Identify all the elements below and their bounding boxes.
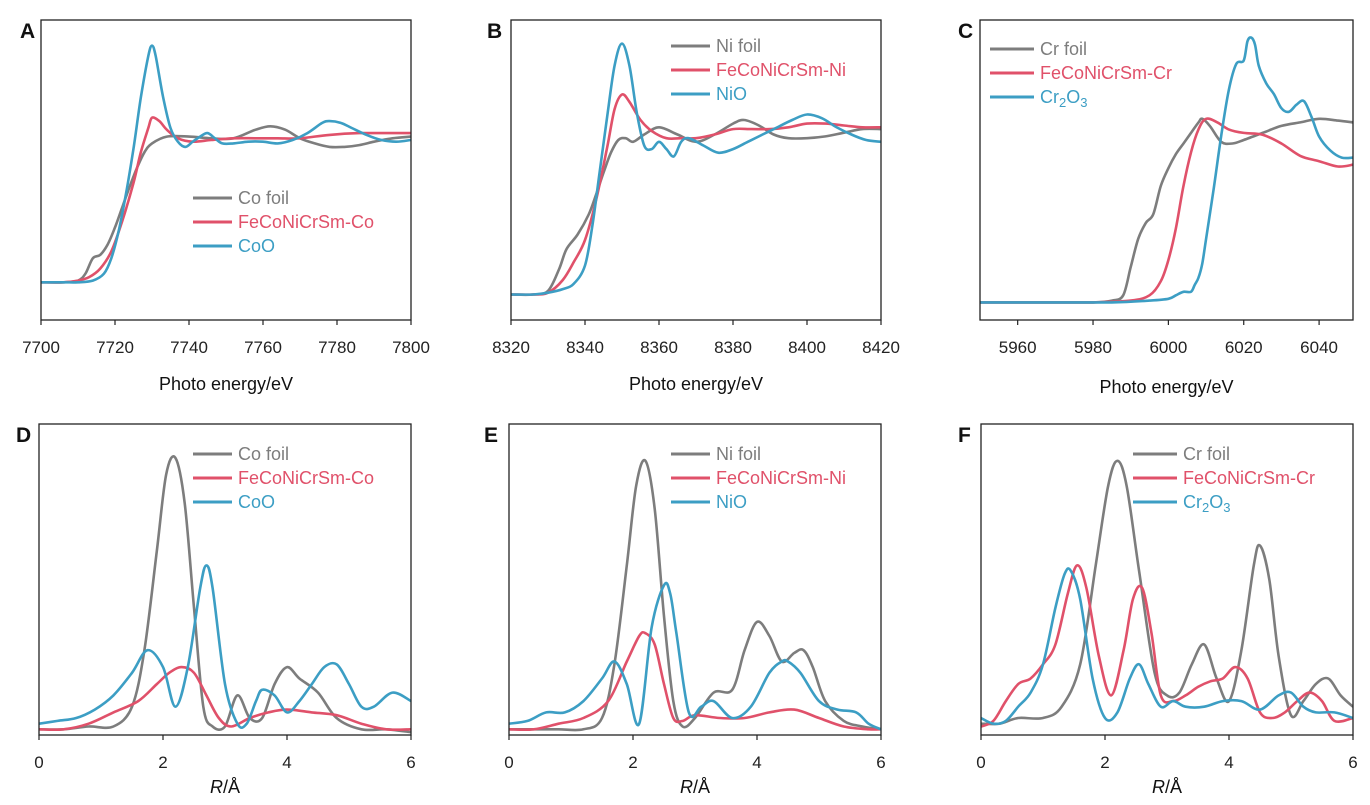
x-tick-label: 6 xyxy=(406,753,415,772)
x-tick-label: 4 xyxy=(752,753,761,772)
legend-entry: FeCoNiCrSm-Co xyxy=(238,468,374,488)
legend-entry: Cr2O3 xyxy=(1183,492,1230,515)
x-tick-label: 8420 xyxy=(862,338,900,357)
legend: Cr foil FeCoNiCrSm-Cr Cr2O3 xyxy=(990,39,1172,110)
panel-label: E xyxy=(484,424,498,447)
panel-e: 0 2 4 6 R/Å E Ni foil FeCoNiCrSm-Ni NiO xyxy=(484,423,886,797)
series-line-foil xyxy=(41,125,411,284)
x-tick-label: 8340 xyxy=(566,338,604,357)
x-tick-label: 4 xyxy=(282,753,291,772)
x-tick-label: 8360 xyxy=(640,338,678,357)
legend: Co foil FeCoNiCrSm-Co CoO xyxy=(193,188,374,256)
x-tick-label: 5980 xyxy=(1074,338,1112,357)
legend: Ni foil FeCoNiCrSm-Ni NiO xyxy=(671,444,846,512)
legend-entry: Cr foil xyxy=(1183,444,1230,464)
series-line-alloy xyxy=(509,630,881,732)
legend-entry: FeCoNiCrSm-Cr xyxy=(1040,63,1172,83)
x-tick-label: 8320 xyxy=(492,338,530,357)
x-tick-label: 2 xyxy=(1100,753,1109,772)
legend-entry: NiO xyxy=(716,84,747,104)
x-tick-label: 6 xyxy=(1348,753,1357,772)
x-tick-label: 0 xyxy=(34,753,43,772)
legend-entry: NiO xyxy=(716,492,747,512)
x-tick-label: 7800 xyxy=(392,338,430,357)
x-axis-label: Photo energy/eV xyxy=(159,374,293,394)
x-tick-label: 6040 xyxy=(1300,338,1338,357)
legend-entry: CoO xyxy=(238,492,275,512)
series-line-alloy xyxy=(41,116,411,284)
x-tick-label: 6020 xyxy=(1225,338,1263,357)
x-axis-label: R/Å xyxy=(210,777,240,797)
legend-entry: Co foil xyxy=(238,444,289,464)
legend-entry: Cr foil xyxy=(1040,39,1087,59)
legend: Cr foil FeCoNiCrSm-Cr Cr2O3 xyxy=(1133,444,1315,515)
series-line-alloy xyxy=(980,117,1353,304)
x-tick-label: 8380 xyxy=(714,338,752,357)
x-axis-label: R/Å xyxy=(1152,777,1182,797)
x-axis-label: R/Å xyxy=(680,777,710,797)
legend: Co foil FeCoNiCrSm-Co CoO xyxy=(193,444,374,512)
panel-label: C xyxy=(958,20,973,43)
x-tick-label: 2 xyxy=(158,753,167,772)
legend-entry: Co foil xyxy=(238,188,289,208)
legend-entry: FeCoNiCrSm-Ni xyxy=(716,468,846,488)
panel-label: D xyxy=(16,424,31,447)
x-tick-label: 7760 xyxy=(244,338,282,357)
series-line-oxide xyxy=(980,36,1353,304)
x-tick-label: 7740 xyxy=(170,338,208,357)
series-line-foil xyxy=(511,118,881,297)
plot-frame xyxy=(38,423,412,736)
x-tick-label: 6000 xyxy=(1149,338,1187,357)
legend-entry: Ni foil xyxy=(716,444,761,464)
x-tick-label: 7700 xyxy=(22,338,60,357)
x-axis-label: Photo energy/eV xyxy=(1099,377,1233,397)
panel-label: B xyxy=(487,20,502,43)
x-tick-label: 4 xyxy=(1224,753,1233,772)
plot-frame xyxy=(510,19,882,321)
panel-label: A xyxy=(20,20,35,43)
series-line-foil xyxy=(981,459,1353,726)
x-tick-label: 7720 xyxy=(96,338,134,357)
x-tick-label: 7780 xyxy=(318,338,356,357)
series-line-alloy xyxy=(511,93,881,296)
panel-c: 5960 5980 6000 6020 6040 Photo energy/eV C Cr f… xyxy=(958,19,1354,397)
series-line-foil xyxy=(980,117,1353,304)
legend: Ni foil FeCoNiCrSm-Ni NiO xyxy=(671,36,846,104)
plot-frame xyxy=(980,423,1354,736)
legend-entry: Cr2O3 xyxy=(1040,87,1087,110)
plot-frame xyxy=(40,19,412,321)
legend-entry: CoO xyxy=(238,236,275,256)
series-line-oxide xyxy=(39,564,411,729)
panel-b: 8320 8340 8360 8380 8400 8420 Photo energy/eV B… xyxy=(487,19,900,394)
panel-f: 0 2 4 6 R/Å F Cr foil FeCoNiCrSm-Cr Cr2O3 xyxy=(958,423,1358,797)
x-tick-label: 2 xyxy=(628,753,637,772)
x-tick-label: 6 xyxy=(876,753,885,772)
plot-frame xyxy=(979,19,1354,321)
series-line-oxide xyxy=(509,581,881,731)
x-tick-label: 8400 xyxy=(788,338,826,357)
legend-entry: Ni foil xyxy=(716,36,761,56)
panel-d: 0 2 4 6 R/Å D Co foil FeCoNiCrSm-Co CoO xyxy=(16,423,416,797)
panel-a: 7700 7720 7740 7760 7780 7800 Photo energy/eV A… xyxy=(20,19,430,394)
plot-frame xyxy=(508,423,882,736)
x-tick-label: 5960 xyxy=(999,338,1037,357)
x-tick-label: 0 xyxy=(976,753,985,772)
legend-entry: FeCoNiCrSm-Cr xyxy=(1183,468,1315,488)
panel-label: F xyxy=(958,424,971,447)
series-line-oxide xyxy=(981,567,1353,726)
legend-entry: FeCoNiCrSm-Ni xyxy=(716,60,846,80)
x-tick-label: 0 xyxy=(504,753,513,772)
series-line-alloy xyxy=(39,665,411,732)
x-axis-label: Photo energy/eV xyxy=(629,374,763,394)
legend-entry: FeCoNiCrSm-Co xyxy=(238,212,374,232)
series-line-oxide xyxy=(511,42,881,296)
series-line-alloy xyxy=(981,564,1353,728)
series-line-oxide xyxy=(41,44,411,284)
series-line-foil xyxy=(509,458,881,732)
